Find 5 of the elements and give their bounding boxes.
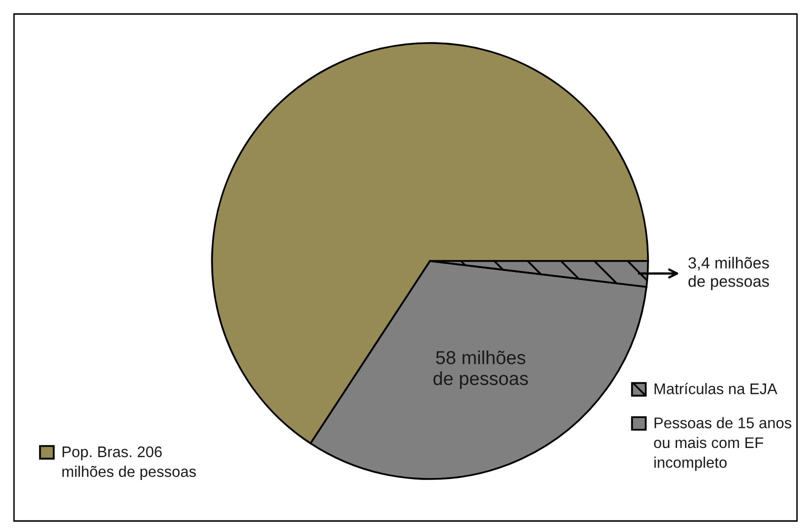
legend-label: Matrículas na EJA (654, 382, 778, 394)
legend-label: Pop. Bras. 206 milhões de pessoas (62, 446, 196, 480)
legend-label: Pessoas de 15 anos ou mais com EF incompleto (654, 417, 792, 471)
data-label: 58 milhões de pessoas (433, 350, 528, 389)
data-label: 3,4 milhões de pessoas (688, 256, 769, 290)
